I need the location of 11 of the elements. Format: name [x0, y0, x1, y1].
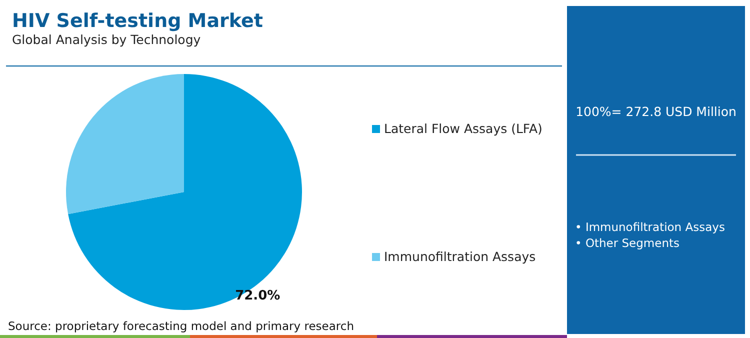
- chart-subtitle: Global Analysis by Technology: [12, 32, 202, 47]
- data-label: 72.0%: [235, 288, 280, 304]
- text: • Immunofiltration Assays: [575, 220, 725, 234]
- pie-slice: [68, 74, 302, 310]
- chart-title: HIV Self-testing Market: [12, 10, 263, 32]
- legend-label: Immunofiltration Assays: [384, 249, 536, 264]
- legend-label: Lateral Flow Assays (LFA): [384, 121, 542, 136]
- pie-slice: [66, 74, 184, 214]
- source-note: Source: proprietary forecasting model and primary research: [8, 319, 354, 333]
- text: • Other Segments: [575, 236, 680, 250]
- text: 100%= 272.8 USD Million: [576, 104, 736, 119]
